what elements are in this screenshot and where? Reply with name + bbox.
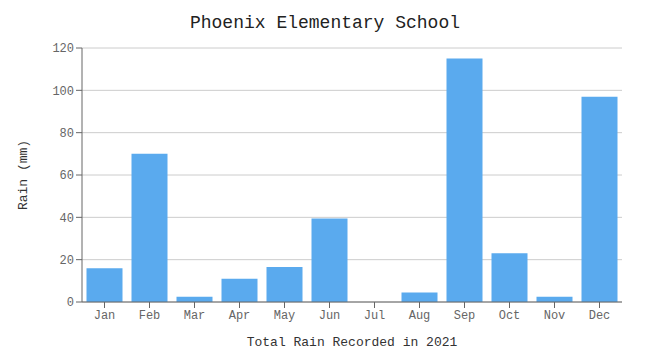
svg-text:Rain (mm): Rain (mm) — [16, 140, 31, 210]
svg-text:Nov: Nov — [544, 309, 566, 323]
svg-text:May: May — [274, 309, 296, 323]
svg-text:60: 60 — [60, 169, 74, 183]
svg-text:0: 0 — [67, 296, 74, 310]
svg-text:Apr: Apr — [229, 309, 251, 323]
svg-text:Total Rain Recorded in 2021: Total Rain Recorded in 2021 — [247, 335, 458, 350]
svg-text:Dec: Dec — [589, 309, 611, 323]
svg-text:120: 120 — [52, 42, 74, 56]
svg-text:Sep: Sep — [454, 309, 476, 323]
html-text:Phoenix Elementary School: Phoenix Elementary School — [190, 13, 460, 33]
svg-text:20: 20 — [60, 254, 74, 268]
svg-text:Jul: Jul — [364, 309, 386, 323]
svg-text:Jan: Jan — [94, 309, 116, 323]
svg-text:40: 40 — [60, 212, 74, 226]
svg-text:Jun: Jun — [319, 309, 341, 323]
svg-text:Aug: Aug — [409, 309, 431, 323]
svg-text:Mar: Mar — [184, 309, 206, 323]
svg-text:Oct: Oct — [499, 309, 521, 323]
svg-text:100: 100 — [52, 85, 74, 99]
svg-text:80: 80 — [60, 127, 74, 141]
svg-text:Feb: Feb — [139, 309, 161, 323]
